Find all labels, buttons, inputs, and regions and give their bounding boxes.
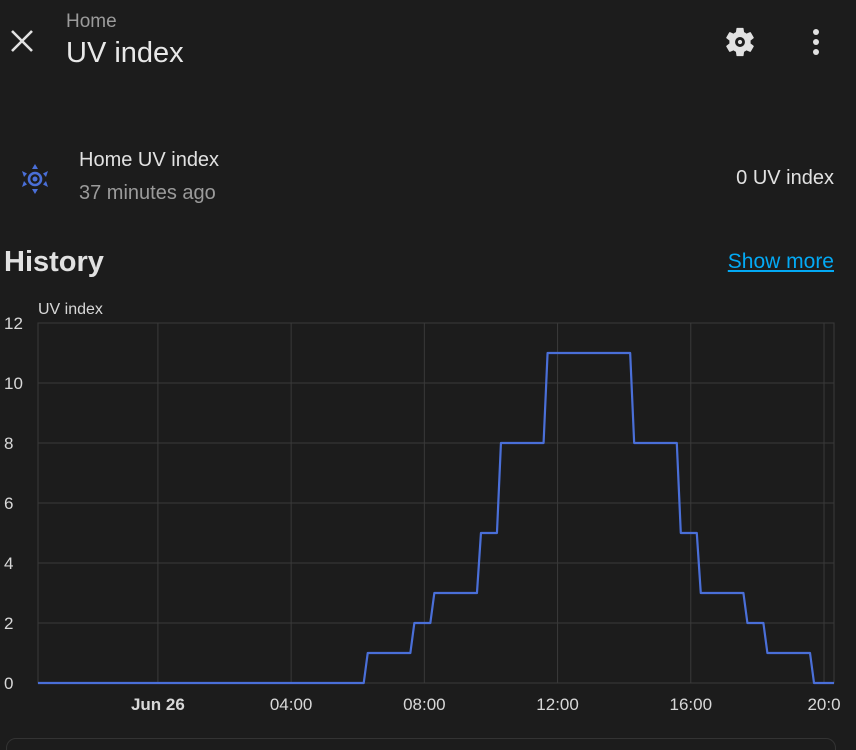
y-tick-label: 10	[4, 374, 23, 393]
settings-button[interactable]	[718, 20, 762, 64]
y-tick-label: 8	[4, 434, 13, 453]
y-tick-label: 2	[4, 614, 13, 633]
history-heading: History	[4, 246, 104, 278]
close-icon	[11, 30, 33, 52]
more-vertical-icon	[813, 29, 819, 55]
breadcrumb: Home	[66, 11, 117, 32]
overflow-menu-button[interactable]	[794, 20, 838, 64]
uv-index-series-line	[38, 351, 834, 685]
x-tick-label: 20:0	[807, 695, 840, 714]
x-tick-label: 04:00	[270, 695, 313, 714]
page-title: UV index	[66, 37, 184, 69]
dialog-header: Home UV index	[0, 0, 856, 90]
x-tick-label: 12:00	[536, 695, 579, 714]
attributes-card	[6, 738, 836, 750]
show-more-link[interactable]: Show more	[727, 250, 834, 273]
y-axis-label: UV index	[38, 301, 103, 318]
entity-icon-badge	[14, 158, 56, 200]
y-tick-label: 0	[4, 674, 13, 693]
y-tick-label: 12	[4, 314, 23, 333]
entity-state: 0 UV index	[736, 167, 834, 189]
close-button[interactable]	[2, 18, 42, 64]
entity-name: Home UV index	[79, 149, 220, 171]
title-block: Home UV index	[66, 10, 184, 72]
x-tick-label: Jun 26	[131, 695, 185, 714]
gear-icon	[726, 27, 754, 57]
x-tick-label: 08:00	[403, 695, 446, 714]
y-tick-label: 4	[4, 554, 13, 573]
entity-last-changed: 37 minutes ago	[79, 182, 216, 204]
entity-row: Home UV index 37 minutes ago 0 UV index	[0, 140, 856, 216]
sun-icon	[22, 164, 48, 194]
x-tick-label: 16:00	[670, 695, 713, 714]
y-tick-label: 6	[4, 494, 13, 513]
history-chart[interactable]: 0 2 4 6 8 10 12 Jun 26 04:00 08:00 12:00 16:00 20:0 U…	[0, 290, 856, 730]
